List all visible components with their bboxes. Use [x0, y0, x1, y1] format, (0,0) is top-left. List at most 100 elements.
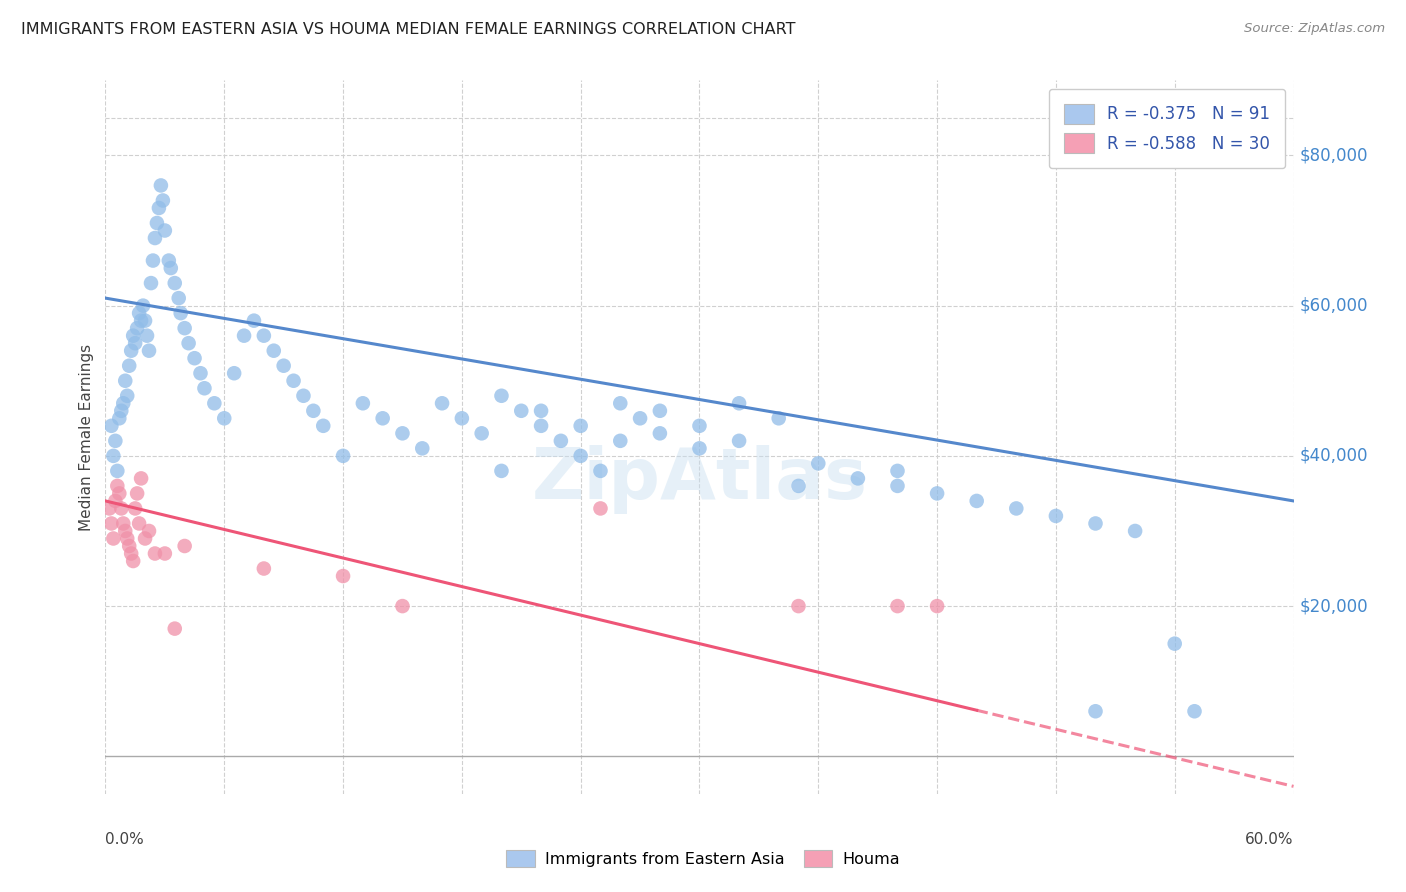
- Point: [224, 366, 246, 380]
- Point: [100, 516, 122, 531]
- Point: [136, 328, 159, 343]
- Point: [148, 201, 170, 215]
- Point: [332, 569, 354, 583]
- Point: [112, 516, 135, 531]
- Point: [925, 599, 948, 613]
- Point: [648, 426, 671, 441]
- Point: [110, 501, 132, 516]
- Point: [152, 194, 174, 208]
- Point: [214, 411, 236, 425]
- Point: [202, 396, 225, 410]
- Point: [589, 501, 612, 516]
- Point: [122, 554, 145, 568]
- Point: [491, 389, 513, 403]
- Point: [510, 404, 533, 418]
- Point: [170, 306, 193, 320]
- Point: [292, 389, 315, 403]
- Point: [127, 321, 149, 335]
- Point: [787, 479, 810, 493]
- Point: [153, 547, 176, 561]
- Text: 0.0%: 0.0%: [105, 832, 145, 847]
- Point: [1164, 637, 1187, 651]
- Text: ZipAtlas: ZipAtlas: [531, 445, 868, 515]
- Text: IMMIGRANTS FROM EASTERN ASIA VS HOUMA MEDIAN FEMALE EARNINGS CORRELATION CHART: IMMIGRANTS FROM EASTERN ASIA VS HOUMA ME…: [21, 22, 796, 37]
- Point: [471, 426, 494, 441]
- Point: [728, 434, 751, 448]
- Point: [118, 539, 141, 553]
- Point: [1045, 508, 1067, 523]
- Point: [263, 343, 285, 358]
- Point: [886, 464, 908, 478]
- Point: [569, 418, 592, 433]
- Legend: Immigrants from Eastern Asia, Houma: Immigrants from Eastern Asia, Houma: [501, 843, 905, 873]
- Point: [108, 411, 131, 425]
- Point: [142, 253, 165, 268]
- Point: [143, 231, 166, 245]
- Point: [1084, 516, 1107, 531]
- Point: [149, 178, 172, 193]
- Point: [569, 449, 592, 463]
- Point: [332, 449, 354, 463]
- Point: [120, 547, 142, 561]
- Point: [114, 374, 136, 388]
- Point: [609, 396, 631, 410]
- Point: [110, 404, 132, 418]
- Point: [728, 396, 751, 410]
- Point: [143, 547, 166, 561]
- Point: [134, 313, 156, 327]
- Point: [190, 366, 212, 380]
- Point: [104, 434, 127, 448]
- Text: 60.0%: 60.0%: [1246, 832, 1294, 847]
- Point: [273, 359, 295, 373]
- Point: [127, 486, 149, 500]
- Point: [129, 313, 152, 327]
- Point: [925, 486, 948, 500]
- Point: [159, 261, 181, 276]
- Point: [530, 418, 553, 433]
- Point: [1084, 704, 1107, 718]
- Point: [283, 374, 305, 388]
- Point: [146, 216, 169, 230]
- Point: [1184, 704, 1206, 718]
- Point: [138, 343, 160, 358]
- Text: $60,000: $60,000: [1299, 297, 1368, 315]
- Point: [173, 539, 195, 553]
- Point: [177, 336, 200, 351]
- Point: [530, 404, 553, 418]
- Point: [302, 404, 325, 418]
- Point: [689, 442, 711, 456]
- Point: [966, 494, 988, 508]
- Point: [132, 299, 155, 313]
- Point: [134, 532, 156, 546]
- Point: [1123, 524, 1146, 538]
- Point: [253, 561, 276, 575]
- Point: [846, 471, 869, 485]
- Point: [114, 524, 136, 538]
- Point: [886, 599, 908, 613]
- Point: [115, 532, 138, 546]
- Point: [391, 599, 413, 613]
- Point: [98, 501, 121, 516]
- Point: [787, 599, 810, 613]
- Point: [491, 464, 513, 478]
- Point: [128, 306, 150, 320]
- Point: [173, 321, 195, 335]
- Point: [233, 328, 256, 343]
- Point: [103, 532, 125, 546]
- Point: [129, 471, 152, 485]
- Point: [1005, 501, 1028, 516]
- Point: [112, 396, 135, 410]
- Point: [124, 336, 146, 351]
- Point: [138, 524, 160, 538]
- Point: [352, 396, 374, 410]
- Text: Source: ZipAtlas.com: Source: ZipAtlas.com: [1244, 22, 1385, 36]
- Point: [391, 426, 413, 441]
- Point: [183, 351, 205, 366]
- Point: [163, 622, 186, 636]
- Point: [886, 479, 908, 493]
- Point: [243, 313, 266, 327]
- Point: [118, 359, 141, 373]
- Point: [253, 328, 276, 343]
- Point: [100, 418, 122, 433]
- Point: [124, 501, 146, 516]
